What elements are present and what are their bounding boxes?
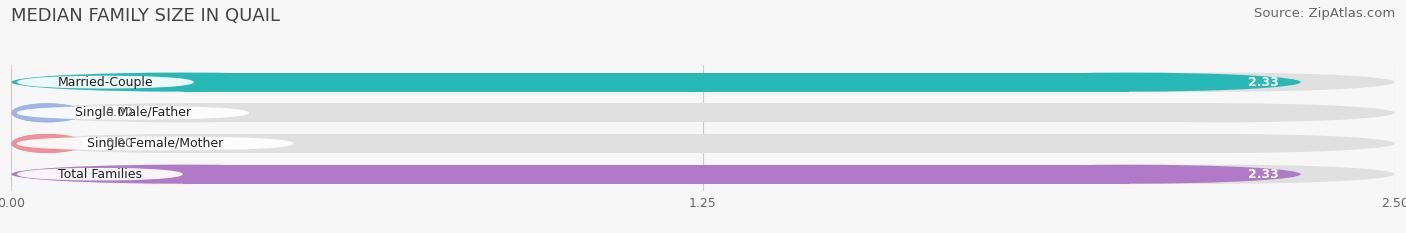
Text: MEDIAN FAMILY SIZE IN QUAIL: MEDIAN FAMILY SIZE IN QUAIL bbox=[11, 7, 280, 25]
Text: 2.33: 2.33 bbox=[1247, 168, 1278, 181]
Ellipse shape bbox=[11, 73, 354, 92]
Bar bbox=[183, 73, 1223, 92]
Ellipse shape bbox=[957, 165, 1301, 184]
Bar bbox=[183, 165, 1223, 184]
FancyBboxPatch shape bbox=[17, 106, 249, 120]
Ellipse shape bbox=[11, 103, 83, 122]
Bar bbox=[183, 73, 1129, 92]
Ellipse shape bbox=[11, 134, 83, 153]
Text: 0.00: 0.00 bbox=[105, 106, 134, 119]
Ellipse shape bbox=[957, 73, 1301, 92]
Ellipse shape bbox=[11, 73, 354, 92]
Text: Single Male/Father: Single Male/Father bbox=[75, 106, 191, 119]
Ellipse shape bbox=[1052, 103, 1395, 122]
Bar bbox=[183, 134, 1223, 153]
Text: Married-Couple: Married-Couple bbox=[58, 76, 153, 89]
Ellipse shape bbox=[11, 165, 354, 184]
Text: 2.33: 2.33 bbox=[1247, 76, 1278, 89]
Ellipse shape bbox=[1052, 165, 1395, 184]
Bar bbox=[183, 165, 1129, 184]
Text: Source: ZipAtlas.com: Source: ZipAtlas.com bbox=[1254, 7, 1395, 20]
FancyBboxPatch shape bbox=[17, 75, 194, 89]
FancyBboxPatch shape bbox=[17, 137, 294, 150]
Ellipse shape bbox=[11, 103, 83, 122]
Ellipse shape bbox=[1052, 134, 1395, 153]
Ellipse shape bbox=[1052, 73, 1395, 92]
Ellipse shape bbox=[11, 103, 354, 122]
Text: Single Female/Mother: Single Female/Mother bbox=[87, 137, 224, 150]
Bar bbox=[183, 103, 1223, 122]
Ellipse shape bbox=[11, 134, 354, 153]
Text: 0.00: 0.00 bbox=[105, 137, 134, 150]
FancyBboxPatch shape bbox=[17, 167, 183, 181]
Text: Total Families: Total Families bbox=[58, 168, 142, 181]
Ellipse shape bbox=[11, 165, 354, 184]
Ellipse shape bbox=[11, 134, 83, 153]
